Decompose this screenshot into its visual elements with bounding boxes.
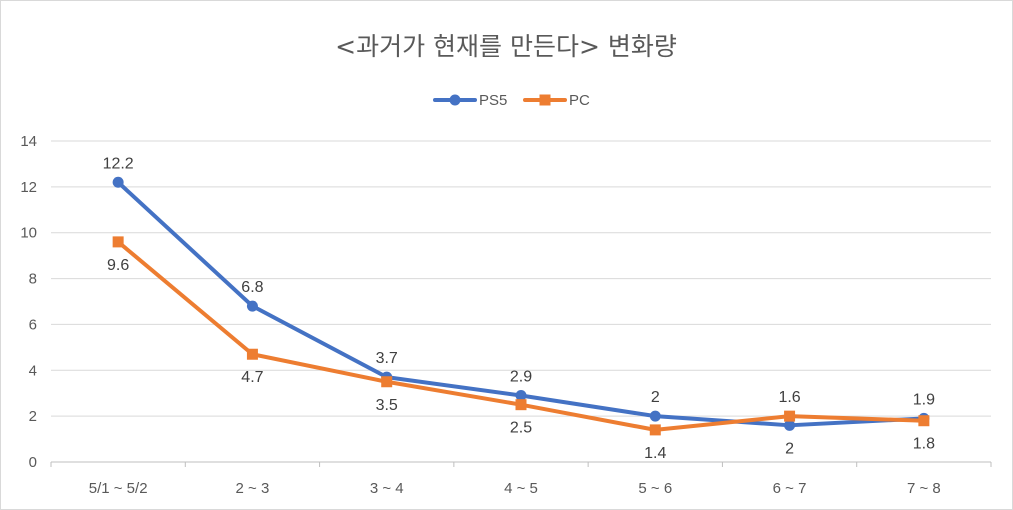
data-point-ps5 [112, 176, 124, 188]
data-labels: 12.2 6.8 3.7 2.9 2 2 1.9 9.6 4.7 3.5 2.5 1.4 1.6 1.8 [103, 155, 936, 462]
data-label-pc: 1.4 [644, 445, 666, 462]
x-category-label: 2 ~ 3 [236, 480, 270, 497]
data-point-pc [784, 410, 796, 422]
y-tick-label: 8 [29, 271, 37, 288]
data-point-ps5 [246, 300, 258, 312]
data-label-ps5: 1.9 [913, 391, 935, 408]
data-point-pc [246, 348, 258, 360]
data-label-ps5: 3.7 [376, 350, 398, 367]
legend-label-pc: PC [569, 92, 590, 109]
y-axis: 0 2 4 6 8 10 12 14 [20, 133, 37, 471]
x-category-label: 6 ~ 7 [773, 480, 807, 497]
y-tick-label: 14 [20, 133, 37, 150]
data-point-pc [515, 399, 527, 411]
series-line-ps5 [116, 180, 926, 428]
legend-label-ps5: PS5 [479, 92, 507, 109]
x-axis: 5/1 ~ 5/2 2 ~ 3 3 ~ 4 4 ~ 5 5 ~ 6 6 ~ 7 7 ~ 8 [50, 462, 992, 497]
x-category-label: 5/1 ~ 5/2 [89, 480, 148, 497]
data-label-pc: 9.6 [107, 257, 129, 274]
data-label-pc: 1.8 [913, 436, 935, 453]
y-tick-label: 6 [29, 316, 37, 333]
data-point-pc [381, 376, 393, 388]
series-layer [112, 176, 930, 436]
data-point-pc [918, 415, 930, 427]
data-label-pc: 2.5 [510, 420, 532, 437]
x-category-label: 5 ~ 6 [638, 480, 672, 497]
y-tick-label: 12 [20, 179, 37, 196]
x-category-label: 7 ~ 8 [907, 480, 941, 497]
y-tick-label: 4 [29, 362, 37, 379]
data-point-ps5 [515, 390, 527, 402]
data-label-ps5: 2 [651, 389, 660, 406]
y-tick-label: 10 [20, 225, 37, 242]
data-label-pc: 1.6 [778, 389, 800, 406]
gridlines [51, 140, 991, 463]
data-label-ps5: 12.2 [103, 155, 134, 172]
data-label-pc: 3.5 [376, 397, 398, 414]
data-point-pc [112, 236, 124, 248]
y-tick-label: 0 [29, 454, 37, 471]
data-point-pc [649, 424, 661, 436]
data-label-ps5: 6.8 [241, 279, 263, 296]
x-category-label: 3 ~ 4 [370, 480, 404, 497]
data-label-pc: 4.7 [241, 369, 263, 386]
data-point-ps5 [649, 410, 661, 422]
legend: PS5 PC [433, 92, 590, 109]
legend-marker [539, 94, 551, 106]
y-tick-label: 2 [29, 408, 37, 425]
legend-marker [449, 94, 461, 106]
data-label-ps5: 2 [785, 440, 794, 457]
chart-title: <과거가 현재를 만든다> 변화량 [335, 32, 677, 61]
data-point-ps5 [784, 419, 796, 431]
x-category-label: 4 ~ 5 [504, 480, 538, 497]
data-label-ps5: 2.9 [510, 369, 532, 386]
